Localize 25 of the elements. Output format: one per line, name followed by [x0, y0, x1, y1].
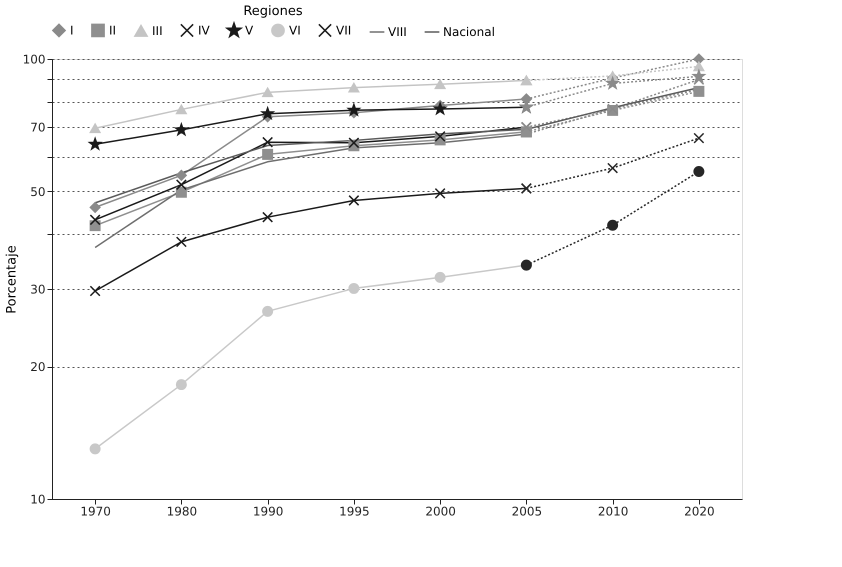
legend-label: Nacional [443, 25, 495, 39]
legend-label: VIII [388, 25, 407, 39]
legend-label: VII [336, 23, 352, 38]
y-tick-label: 70 [30, 120, 46, 135]
y-tick-label: 20 [30, 360, 46, 374]
x-tick-label: 2005 [512, 504, 542, 518]
x-tick-label: 1995 [339, 504, 370, 518]
legend-title: Regiones [243, 4, 303, 19]
y-tick-label: 30 [30, 282, 46, 297]
legend-label: II [109, 23, 116, 38]
x-tick-label: 2010 [598, 504, 628, 518]
x-tick-label: 1970 [80, 504, 111, 518]
x-tick-label: 1980 [166, 504, 198, 518]
y-axis-title: Porcentaje [4, 245, 20, 314]
x-tick-label: 2020 [684, 504, 715, 518]
legend-label: IV [198, 23, 211, 38]
x-tick-label: 1990 [252, 504, 284, 518]
x-tick-label: 2000 [425, 504, 456, 518]
y-tick-label: 10 [30, 492, 46, 506]
y-tick-label: 50 [30, 184, 46, 199]
legend-label: V [245, 24, 254, 38]
legend-label: VI [289, 23, 301, 38]
y-tick-label: 100 [22, 52, 46, 66]
legend-label: III [152, 24, 163, 38]
legend-label: I [70, 23, 74, 38]
